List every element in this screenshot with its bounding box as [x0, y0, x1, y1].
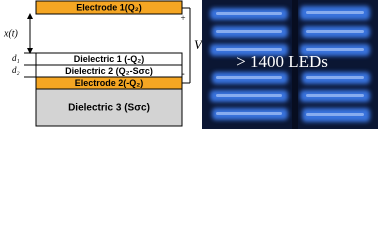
layer-label: Electrode 2(-Q₂)	[75, 78, 144, 88]
layer-label: Electrode 1(Q₂)	[76, 2, 142, 12]
plus-sign: +	[180, 13, 185, 23]
figure: Electrode 1(Q₂) Dielectric 1 (-Q₂) Diele…	[3, 0, 378, 129]
photo-caption: > 1400 LEDs	[236, 52, 328, 71]
gap-label: x(t)	[3, 28, 19, 39]
photo-background	[202, 0, 378, 129]
divider	[292, 0, 298, 129]
dielectric-3	[35, 88, 183, 127]
layer-label: Dielectric 1 (-Q₂)	[74, 54, 145, 64]
led-highlights	[216, 11, 364, 116]
minus-sign: -	[181, 68, 184, 79]
layer-label: Dielectric 2 (Q₂-Sσc)	[65, 66, 153, 76]
led-photo: > 1400 LEDs	[202, 0, 378, 129]
voltage-label: V	[194, 37, 204, 52]
thickness-label: d₁	[12, 53, 20, 63]
schematic: Electrode 1(Q₂) Dielectric 1 (-Q₂) Diele…	[3, 0, 204, 127]
thickness-label: d₂	[12, 65, 20, 75]
layer-label: Dielectric 3 (Sσc)	[68, 103, 150, 114]
